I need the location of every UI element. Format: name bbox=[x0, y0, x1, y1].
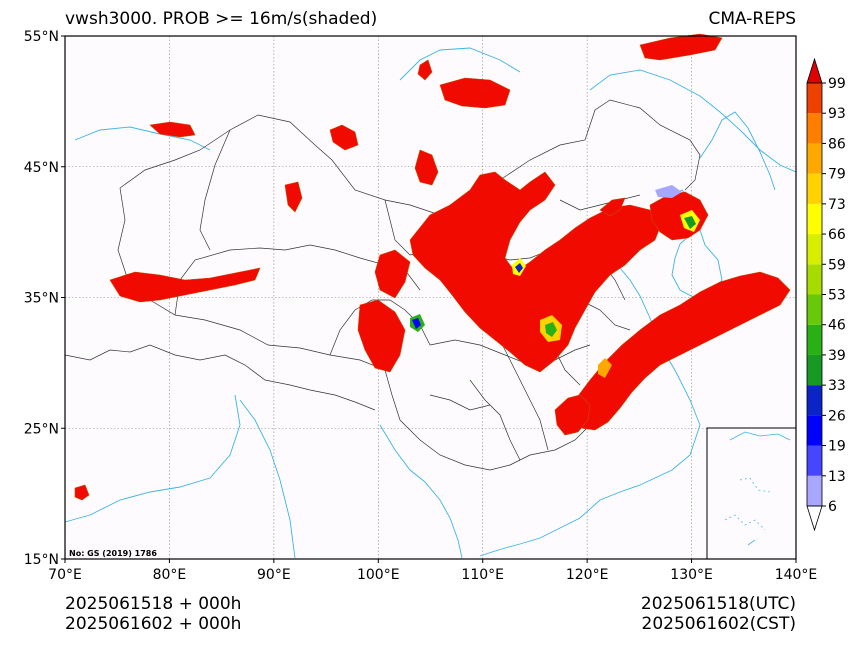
lat-tick-label: 25°N bbox=[24, 421, 59, 437]
shade-taiwan bbox=[554, 394, 591, 436]
shade-east-sea bbox=[559, 271, 791, 431]
init-time-cst: 2025061602 + 000h bbox=[65, 614, 242, 634]
map-credit: No: GS (2019) 1786 bbox=[69, 549, 157, 558]
lat-tick-label: 15°N bbox=[24, 552, 59, 568]
shade-japan bbox=[599, 197, 626, 217]
colorbar-label: 33 bbox=[828, 378, 846, 394]
shade-far-north bbox=[439, 77, 511, 109]
colorbar-segment bbox=[807, 475, 822, 506]
lon-tick-label: 140°E bbox=[775, 567, 818, 583]
longitude-ticks: 70°E 80°E 90°E 100°E 110°E 120°E 130°E 140°E bbox=[48, 559, 817, 583]
colorbar-label: 26 bbox=[828, 408, 846, 424]
colorbar-label: 19 bbox=[828, 439, 846, 455]
colorbar-label: 13 bbox=[828, 469, 846, 485]
south-china-sea-inset bbox=[706, 427, 797, 560]
colorbar-label: 93 bbox=[828, 106, 846, 122]
valid-time-right: 2025061518(UTC) 2025061602(CST) bbox=[641, 594, 796, 634]
map-title: vwsh3000. PROB >= 16m/s(shaded) bbox=[65, 9, 378, 29]
shade-qinghai bbox=[374, 249, 411, 299]
colorbar-segment bbox=[807, 173, 822, 204]
lon-tick-label: 120°E bbox=[566, 567, 609, 583]
colorbar-label: 66 bbox=[828, 227, 846, 243]
colorbar-label: 99 bbox=[828, 76, 846, 92]
probability-shading bbox=[74, 33, 791, 501]
shade-tibet-east bbox=[357, 299, 406, 373]
lon-tick-label: 90°E bbox=[257, 567, 291, 583]
model-name: CMA-REPS bbox=[708, 9, 796, 29]
latitude-ticks: 15°N 25°N 35°N 45°N 55°N bbox=[24, 29, 65, 568]
colorbar-segment bbox=[807, 415, 822, 446]
colorbar-segment bbox=[807, 143, 822, 174]
colorbar-label: 46 bbox=[828, 318, 846, 334]
colorbar-label: 86 bbox=[828, 136, 846, 152]
shade-northeast bbox=[414, 149, 439, 186]
lon-tick-label: 80°E bbox=[153, 567, 187, 583]
lat-tick-label: 35°N bbox=[24, 291, 59, 307]
init-time-utc: 2025061518 + 000h bbox=[65, 594, 242, 614]
colorbar-segment bbox=[807, 445, 822, 476]
lon-tick-label: 70°E bbox=[48, 567, 82, 583]
colorbar-segment bbox=[807, 234, 822, 265]
colorbar-label: 73 bbox=[828, 197, 846, 213]
lon-tick-label: 100°E bbox=[357, 567, 400, 583]
lat-tick-label: 55°N bbox=[24, 29, 59, 45]
shade-south-asia bbox=[74, 484, 90, 501]
colorbar-segment bbox=[807, 83, 822, 114]
colorbar-extend-min bbox=[806, 505, 823, 532]
valid-time-utc: 2025061518(UTC) bbox=[640, 594, 796, 614]
colorbar-segment bbox=[807, 113, 822, 144]
colorbar-segment bbox=[807, 354, 822, 386]
shade-kazakh bbox=[149, 121, 196, 138]
colorbar-label: 6 bbox=[828, 499, 837, 515]
shade-mongolia bbox=[329, 124, 359, 151]
shade-okhotsk bbox=[639, 33, 723, 61]
probability-accents bbox=[410, 185, 700, 378]
colorbar-label: 79 bbox=[828, 167, 846, 183]
shade-xinjiang bbox=[284, 181, 303, 213]
colorbar-segment bbox=[807, 385, 822, 416]
colorbar-segment bbox=[807, 324, 822, 355]
lon-tick-label: 110°E bbox=[461, 567, 504, 583]
colorbar-segment bbox=[807, 264, 822, 295]
shade-hokkaido bbox=[417, 59, 433, 81]
colorbar-label: 59 bbox=[828, 257, 846, 273]
forecast-time-left: 2025061518 + 000h 2025061602 + 000h bbox=[65, 594, 241, 634]
colorbar-label: 53 bbox=[828, 288, 846, 304]
colorbar-label: 39 bbox=[828, 348, 846, 364]
shade-tibet-west bbox=[109, 267, 261, 303]
colorbar-segment bbox=[807, 294, 822, 325]
colorbar: 6 13 19 26 33 39 46 53 59 66 73 79 86 93 99 bbox=[806, 57, 846, 532]
lon-tick-label: 130°E bbox=[670, 567, 713, 583]
colorbar-segment bbox=[807, 203, 822, 235]
lat-tick-label: 45°N bbox=[24, 160, 59, 176]
colorbar-extend-max bbox=[806, 57, 823, 84]
valid-time-cst: 2025061602(CST) bbox=[641, 614, 796, 634]
